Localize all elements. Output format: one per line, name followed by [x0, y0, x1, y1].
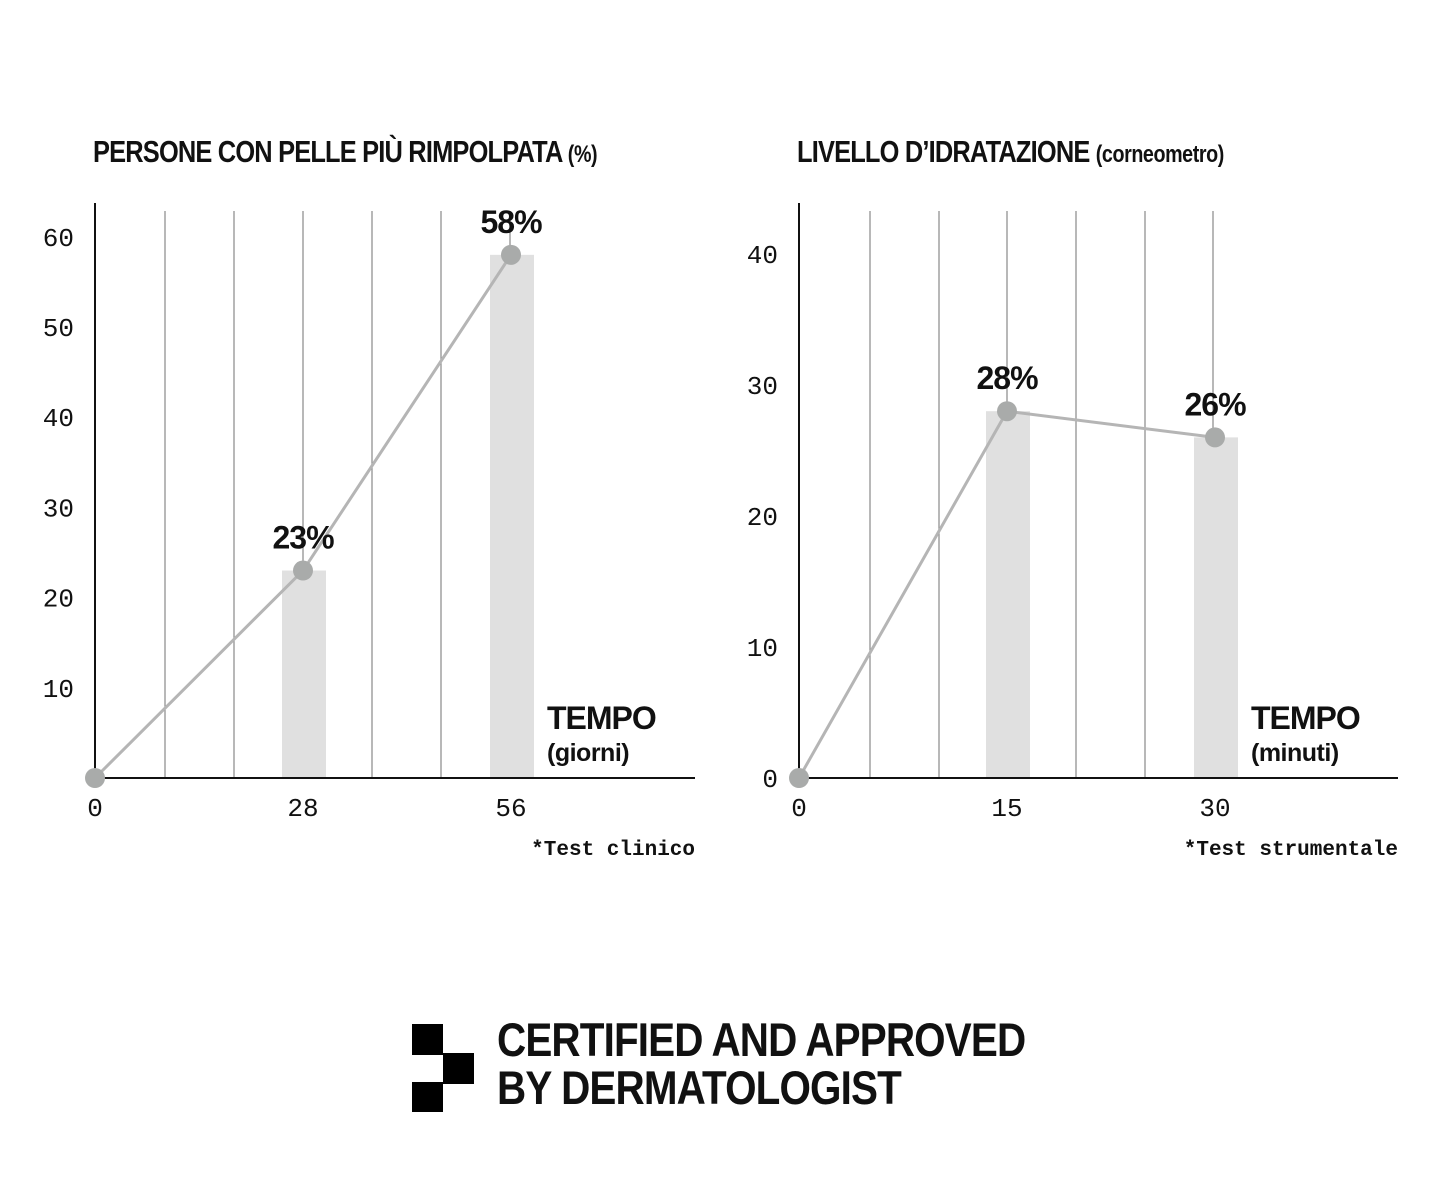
x-tick-label-15: 15 — [991, 794, 1022, 824]
x-axis-title: TEMPO — [547, 700, 656, 736]
y-tick-label-50: 50 — [43, 314, 74, 344]
footnote: *Test clinico — [531, 839, 695, 862]
data-label-30: 26% — [1184, 386, 1246, 422]
y-tick-label-10: 10 — [747, 634, 778, 664]
chart-hydration-level: 28% 26% 0 10 20 30 40 0 15 30 TEMPO (minuti) *Test s… — [747, 203, 1398, 862]
x-axis-unit: (giorni) — [547, 739, 629, 767]
x-tick-label-28: 28 — [287, 794, 318, 824]
data-point-15 — [997, 401, 1017, 422]
x-tick-label-0: 0 — [87, 794, 103, 824]
certification-line-2: BY DERMATOLOGIST — [497, 1061, 902, 1114]
y-tick-label-30: 30 — [43, 494, 74, 524]
data-point-56 — [501, 244, 521, 265]
bar-15 — [986, 411, 1030, 778]
x-axis-title: TEMPO — [1251, 700, 1360, 736]
chart-2-title-unit: (corneometro) — [1095, 141, 1224, 168]
y-tick-label-40: 40 — [43, 404, 74, 434]
bar-28 — [282, 570, 326, 778]
x-axis-unit: (minuti) — [1251, 739, 1339, 767]
x-tick-label-30: 30 — [1199, 794, 1230, 824]
data-label-15: 28% — [976, 360, 1038, 396]
y-tick-label-60: 60 — [43, 224, 74, 254]
data-point-28 — [293, 560, 313, 581]
chart-2-title: LIVELLO D’IDRATAZIONE (corneometro) — [797, 134, 1224, 170]
data-point-30 — [1205, 427, 1225, 448]
data-label-28: 23% — [272, 520, 334, 556]
x-tick-label-0: 0 — [791, 794, 807, 824]
data-point-0 — [85, 768, 105, 788]
certification-line-1: CERTIFIED AND APPROVED — [497, 1013, 1026, 1066]
chart-2-title-text: LIVELLO D’IDRATAZIONE — [797, 134, 1090, 169]
certification-text: CERTIFIED AND APPROVED BY DERMATOLOGIST — [497, 1013, 1026, 1114]
bar-56 — [490, 254, 534, 779]
y-tick-label-40: 40 — [747, 241, 778, 271]
data-label-56: 58% — [480, 204, 542, 240]
y-tick-label-0: 0 — [762, 765, 778, 795]
chart-1-title: PERSONE CON PELLE PIÙ RIMPOLPATA (%) — [93, 134, 598, 170]
checkered-badge-icon — [412, 1024, 474, 1112]
chart-plumper-skin: 23% 58% 10 20 30 40 50 60 0 28 56 TEMPO (giorni) *Tes… — [43, 203, 695, 862]
y-tick-label-10: 10 — [43, 675, 74, 705]
y-tick-label-30: 30 — [747, 372, 778, 402]
chart-1-title-unit: (%) — [567, 141, 598, 168]
y-tick-label-20: 20 — [747, 503, 778, 533]
footnote: *Test strumentale — [1184, 839, 1398, 862]
chart-1-title-text: PERSONE CON PELLE PIÙ RIMPOLPATA — [93, 134, 562, 169]
x-tick-label-56: 56 — [495, 794, 526, 824]
data-point-0 — [789, 768, 809, 788]
y-tick-label-20: 20 — [43, 585, 74, 615]
bar-30 — [1194, 437, 1238, 778]
